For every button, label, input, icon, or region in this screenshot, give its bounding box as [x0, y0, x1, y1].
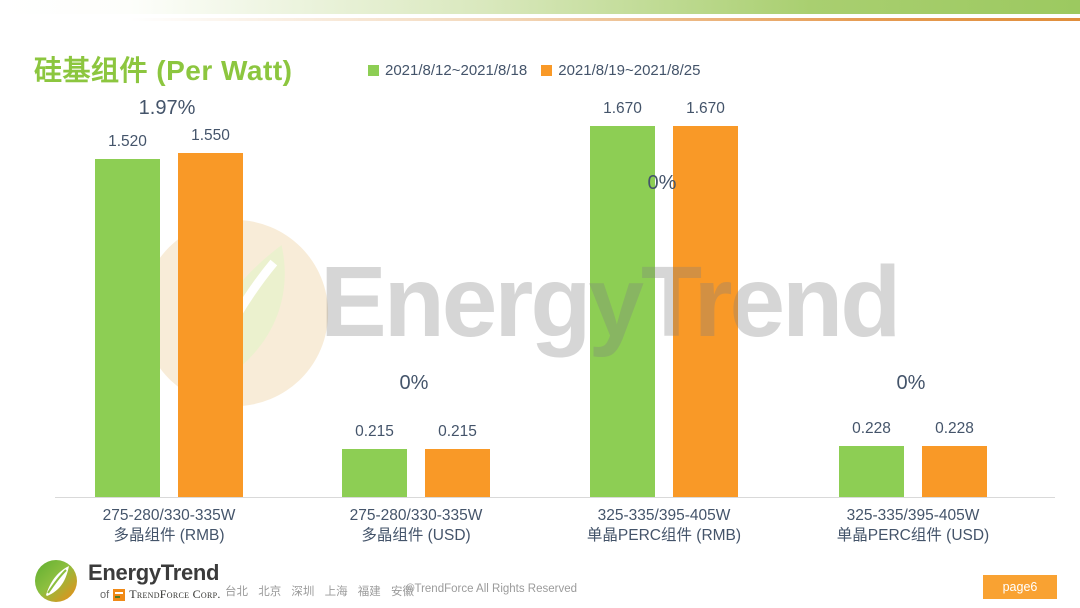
- x-axis-line: [55, 497, 1055, 498]
- bar-series2-group4: [922, 446, 987, 497]
- legend-label: 2021/8/19~2021/8/25: [558, 62, 701, 79]
- legend-swatch-orange: [541, 65, 553, 76]
- category-label-group3: 325-335/395-405W 单晶PERC组件 (RMB): [586, 507, 742, 544]
- value-label-series2-group2: 0.215: [438, 423, 477, 440]
- footer-brand: EnergyTrend: [88, 560, 220, 585]
- value-label-series2-group1: 1.550: [191, 127, 230, 144]
- footer-sub-brand: of TrendForce Corp.: [100, 587, 221, 602]
- footer-trendforce-label: TrendForce Corp.: [129, 587, 221, 601]
- legend-item-week2: 2021/8/19~2021/8/25: [541, 62, 700, 79]
- change-label-group4: 0%: [896, 372, 926, 394]
- legend-swatch-green: [368, 65, 379, 76]
- change-label-group1: 1.97%: [138, 97, 196, 119]
- chart-legend: 2021/8/12~2021/8/18 2021/8/19~2021/8/25: [368, 62, 700, 79]
- change-label-group2: 0%: [399, 372, 429, 394]
- bar-series1-group2: [342, 449, 407, 497]
- category-label-group1: 275-280/330-335W 多晶组件 (RMB): [102, 507, 236, 544]
- bar-series1-group4: [839, 446, 904, 497]
- bar-series1-group3: [590, 126, 655, 497]
- category-label-group2: 275-280/330-335W 多晶组件 (USD): [349, 507, 483, 544]
- footer-copyright: ©TrendForce All Rights Reserved: [406, 583, 578, 595]
- value-label-series1-group4: 0.228: [852, 420, 891, 437]
- value-label-series2-group4: 0.228: [935, 420, 974, 437]
- top-orange-line: [0, 18, 1080, 21]
- energytrend-logo-icon: [35, 560, 77, 602]
- footer-cities: 台北 北京 深圳 上海 福建 安徽: [225, 586, 414, 598]
- change-label-group3: 0%: [647, 172, 677, 194]
- bar-series2-group2: [425, 449, 490, 497]
- legend-label: 2021/8/12~2021/8/18: [385, 62, 528, 79]
- watermark-text: EnergyTrend: [320, 246, 901, 358]
- value-label-series2-group3: 1.670: [686, 100, 725, 117]
- page-number-badge: page6: [983, 575, 1057, 599]
- value-label-series1-group3: 1.670: [603, 100, 642, 117]
- bar-series2-group3: [673, 126, 738, 497]
- page-title: 硅基组件 (Per Watt): [34, 55, 293, 86]
- category-label-group4: 325-335/395-405W 单晶PERC组件 (USD): [836, 507, 990, 544]
- value-label-series1-group2: 0.215: [355, 423, 394, 440]
- trendforce-logo-icon: [113, 588, 126, 601]
- footer-of-label: of: [100, 588, 110, 601]
- bar-series2-group1: [178, 153, 243, 497]
- value-label-series1-group1: 1.520: [108, 133, 147, 150]
- bar-series1-group1: [95, 159, 160, 497]
- top-green-band: [0, 0, 1080, 14]
- legend-item-week1: 2021/8/12~2021/8/18: [368, 62, 527, 79]
